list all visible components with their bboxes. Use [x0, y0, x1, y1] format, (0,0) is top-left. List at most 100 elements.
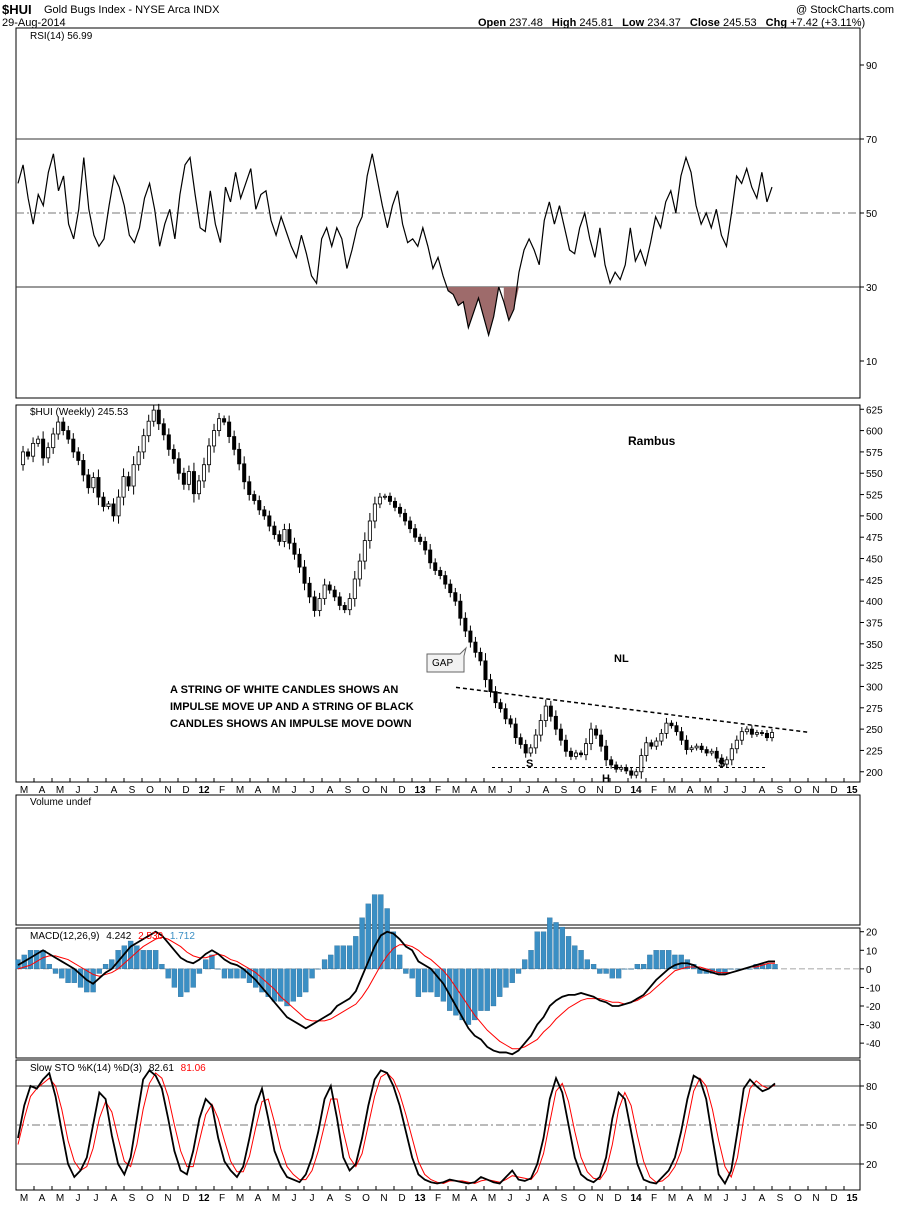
x-tick-label: A: [543, 785, 550, 796]
price-tick-label: 525: [866, 491, 883, 502]
candle-body: [61, 421, 66, 431]
price-tick-label: 225: [866, 746, 883, 757]
macd-hist-bar: [534, 931, 540, 970]
x-tick-label: O: [578, 1193, 586, 1204]
x-tick-label: F: [219, 785, 225, 796]
panel-frame-macd: [15, 927, 861, 1059]
candle-body: [31, 442, 36, 457]
x-tick-label: F: [435, 785, 441, 796]
macd-hist-bar: [146, 950, 153, 970]
macd-hist-bar: [428, 968, 434, 993]
candle-body: [609, 759, 614, 766]
candle-body: [769, 732, 775, 739]
price-tick-label: 625: [866, 405, 883, 416]
macd-hist-bar: [196, 968, 203, 974]
candle-body: [161, 423, 166, 436]
candle-body: [191, 471, 196, 495]
chart-date: 29-Aug-2014: [2, 17, 66, 29]
x-tick-label: N: [596, 785, 603, 796]
x-tick-label: A: [687, 785, 694, 796]
price-tick-label: 600: [866, 427, 883, 438]
macd-hist-bar: [653, 950, 659, 970]
macd-hist-bar: [184, 968, 190, 993]
macd-hist-bar: [553, 922, 559, 970]
note-text: A STRING OF WHITE CANDLES SHOWS AN IMPUL…: [170, 684, 414, 730]
candle-body: [176, 458, 181, 474]
rsi-oversold-fill: [503, 287, 519, 321]
candle-body: [694, 745, 699, 749]
x-tick-label: M: [236, 1193, 244, 1204]
x-tick-label: 12: [198, 1193, 210, 1204]
candle-body: [584, 743, 589, 756]
macd-tick-label: -20: [866, 1002, 881, 1013]
candle-body: [589, 728, 594, 745]
macd-hist-bar: [459, 968, 465, 1021]
candle-body: [604, 745, 609, 761]
x-tick-label: O: [578, 785, 586, 796]
candle-body: [568, 750, 573, 757]
macd-hist-bar: [565, 936, 572, 970]
macd-hist-bar: [509, 968, 515, 983]
x-tick-label: J: [76, 1193, 81, 1204]
candle-body: [448, 583, 453, 594]
macd-hist-bar: [165, 968, 171, 979]
macd-hist-bar: [559, 926, 565, 970]
x-tick-label: M: [272, 785, 280, 796]
candle-body: [377, 496, 382, 505]
close-value: 245.53: [722, 17, 757, 29]
macd-hist-bar: [622, 968, 628, 970]
x-tick-label: A: [327, 1193, 334, 1204]
macd-hist-bar: [228, 968, 234, 979]
candle-body: [222, 418, 227, 423]
macd-line: [17, 930, 775, 1056]
x-tick-label: M: [704, 1193, 712, 1204]
macd-hist-bar: [572, 945, 578, 970]
macd-hist-bar: [90, 968, 96, 993]
candle-body: [252, 494, 257, 501]
candle-body: [749, 728, 754, 735]
right-shoulder-label: S: [718, 758, 725, 770]
macd-hist-bar: [140, 950, 146, 970]
macd-hist-bar: [634, 964, 641, 970]
candle-body: [166, 434, 171, 450]
candle-body: [669, 722, 674, 727]
x-tick-label: M: [488, 1193, 496, 1204]
macd-hist-bar: [597, 968, 603, 974]
x-tick-label: S: [129, 1193, 136, 1204]
x-tick-label: A: [111, 1193, 118, 1204]
candle-body: [86, 474, 91, 489]
gap-label: GAP: [432, 658, 453, 669]
candle-body: [483, 660, 488, 681]
candle-body: [136, 451, 141, 466]
open-value: 237.48: [509, 17, 543, 29]
candle-body: [423, 541, 428, 551]
sto-title: Slow STO %K(14) %D(3) 82.61 81.06: [30, 1063, 206, 1074]
gap-callout-box: [426, 646, 467, 673]
left-shoulder-label: S: [526, 758, 533, 770]
x-tick-label: D: [182, 785, 189, 796]
candle-body: [332, 589, 337, 598]
x-tick-label: 14: [630, 1193, 642, 1204]
sto-tick-label: 80: [866, 1082, 878, 1093]
candle-body: [322, 584, 327, 600]
macd-tick-label: 10: [866, 946, 878, 957]
x-tick-label: D: [398, 785, 405, 796]
candle-body: [508, 718, 513, 725]
candle-body: [548, 705, 553, 717]
macd-hist-bar: [303, 968, 309, 993]
candle-body: [292, 542, 297, 555]
x-tick-label: S: [345, 1193, 352, 1204]
candle-body: [629, 770, 634, 776]
x-tick-label: M: [704, 785, 712, 796]
macd-title: MACD(12,26,9) 4.242 2.530 1.712: [30, 931, 195, 942]
price-tick-label: 550: [866, 469, 883, 480]
rsi-tick-label: 10: [866, 357, 878, 368]
candle-body: [754, 732, 759, 735]
candle-body: [714, 750, 719, 759]
candle-body: [237, 448, 242, 465]
candle-body: [624, 767, 629, 772]
macd-hist-bar: [665, 950, 672, 970]
candle-body: [357, 560, 362, 580]
macd-hist-bar: [334, 945, 340, 970]
candle-body: [247, 481, 252, 495]
